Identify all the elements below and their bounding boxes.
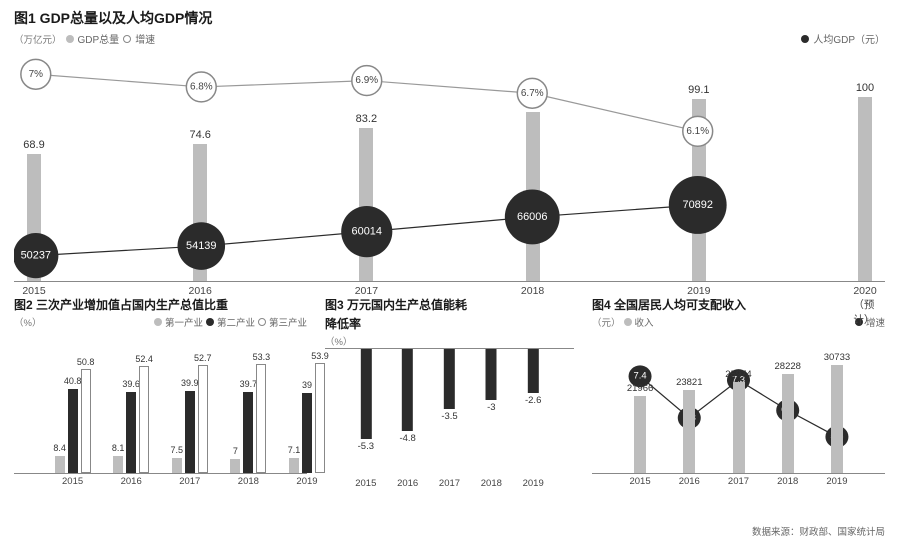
legend-income-icon — [624, 318, 632, 326]
legend-dot-dark — [801, 35, 809, 43]
chart3-xtick: 2017 — [439, 478, 460, 489]
chart4-xtick: 2017 — [728, 476, 749, 487]
chart1-title: 图1 GDP总量以及人均GDP情况 — [14, 8, 885, 28]
chart4-legend: （元） 收入 增速 — [592, 315, 885, 329]
chart2-group: 7.13953.9 — [289, 363, 325, 473]
chart2-group: 8.139.652.4 — [113, 366, 149, 473]
chart1-xtick: 2015 — [22, 285, 45, 297]
chart4-xtick: 2016 — [679, 476, 700, 487]
chart2-group: 7.539.952.7 — [172, 365, 208, 473]
svg-text:7.4: 7.4 — [634, 371, 647, 381]
legend-circle-hollow — [123, 35, 131, 43]
chart1-xtick: 2016 — [189, 285, 212, 297]
chart3-xtick: 2019 — [523, 478, 544, 489]
chart1-xaxis: 201520162017201820192020（预计） — [14, 282, 885, 300]
chart4-xtick: 2019 — [826, 476, 847, 487]
chart2-plot: 8.440.850.8 8.139.652.4 7.539.952.7 739.753… — [14, 329, 307, 474]
chart2-xtick: 2019 — [296, 476, 317, 487]
chart1-xtick: 2020（预计） — [853, 285, 876, 327]
chart3-energy-reduction: 图3 万元国内生产总值能耗 降低率 （%） -5.3-4.8-3.5-3-2.6… — [325, 296, 574, 492]
chart3-bar: -3 — [486, 349, 497, 413]
chart4-plot: 7.46.37.36.55.8 219662382125974282283073… — [592, 329, 885, 474]
chart3-xtick: 2018 — [481, 478, 502, 489]
chart4-xtick: 2015 — [629, 476, 650, 487]
chart1-legend: （万亿元） GDP总量 增速 人均GDP（元） — [14, 31, 885, 46]
legend-s1-icon — [154, 318, 162, 326]
legend-s2-icon — [206, 318, 214, 326]
chart4-xaxis: 2015 2016 2017 2018 2019 — [592, 474, 885, 490]
data-source: 数据来源：财政部、国家统计局 — [752, 524, 885, 538]
chart2-industry-share: 图2 三次产业增加值占国内生产总值比重 （%） 第一产业 第二产业 第三产业 8… — [14, 296, 307, 492]
chart1-gdp-total-percapita: 图1 GDP总量以及人均GDP情况 （万亿元） GDP总量 增速 人均GDP（元… — [14, 8, 885, 290]
chart3-xtick: 2016 — [397, 478, 418, 489]
chart2-xaxis: 20152016201720182019 — [14, 474, 307, 490]
chart1-plot: 68.974.683.291.999.1100 5023754139600146… — [14, 50, 885, 282]
chart3-plot: -5.3 -4.8 -3.5 -3 -2.6 — [325, 348, 574, 476]
chart3-bar: -2.6 — [525, 349, 541, 406]
chart1-xtick: 2019 — [687, 285, 710, 297]
chart3-sub: 降低率 — [325, 315, 574, 332]
chart3-bar: -4.8 — [399, 349, 415, 444]
chart4-disposable-income: 图4 全国居民人均可支配收入 （元） 收入 增速 7.46.37.36.55.8… — [592, 296, 885, 492]
chart3-xtick: 2015 — [355, 478, 376, 489]
legend-s3-icon — [258, 318, 266, 326]
chart1-xtick: 2018 — [521, 285, 544, 297]
chart2-xtick: 2017 — [179, 476, 200, 487]
chart3-bar: -5.3 — [358, 349, 374, 452]
chart3-xaxis: 2015 2016 2017 2018 2019 — [325, 476, 574, 492]
chart1-xtick: 2017 — [355, 285, 378, 297]
chart2-group: 8.440.850.8 — [55, 369, 91, 473]
chart2-group: 739.753.3 — [230, 364, 266, 473]
chart2-xtick: 2018 — [238, 476, 259, 487]
legend-dot-grey — [66, 35, 74, 43]
chart2-xtick: 2015 — [62, 476, 83, 487]
chart3-bar: -3.5 — [441, 349, 457, 422]
chart4-xtick: 2018 — [777, 476, 798, 487]
chart2-legend: （%） 第一产业 第二产业 第三产业 — [14, 315, 307, 329]
chart2-xtick: 2016 — [121, 476, 142, 487]
